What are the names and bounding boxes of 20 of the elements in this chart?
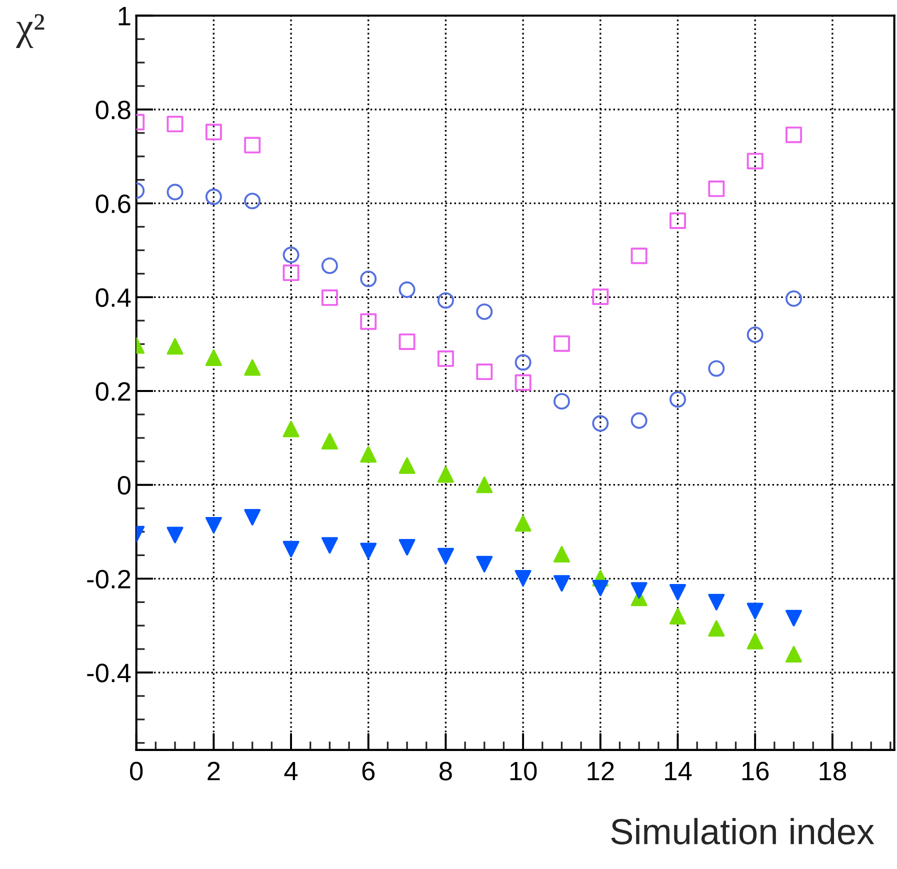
y-tick-label: 0.4	[96, 288, 131, 307]
x-tick-label: 12	[588, 762, 614, 780]
x-tick-label: 4	[284, 762, 298, 780]
x-axis-title: Simulation index	[611, 818, 874, 844]
x-tick-label: 8	[440, 762, 452, 780]
y-tick-label: 1	[118, 7, 130, 26]
x-tick-label: 6	[362, 762, 375, 780]
x-tick-label: 14	[665, 762, 692, 780]
x-tick-label: 10	[510, 762, 537, 780]
y-axis-title: χ²	[16, 14, 44, 48]
y-tick-label: 0.6	[96, 194, 130, 214]
y-tick-label: -0.4	[87, 664, 131, 682]
y-tick-label: 0	[118, 476, 130, 495]
y-tick-label: 0.8	[96, 100, 130, 120]
x-tick-label: 18	[820, 762, 846, 780]
x-tick-label: 0	[130, 762, 143, 780]
y-tick-label: -0.2	[87, 570, 130, 589]
x-tick-label: 16	[742, 762, 769, 780]
y-tick-label: 0.2	[96, 382, 130, 401]
x-tick-label: 2	[208, 762, 220, 780]
